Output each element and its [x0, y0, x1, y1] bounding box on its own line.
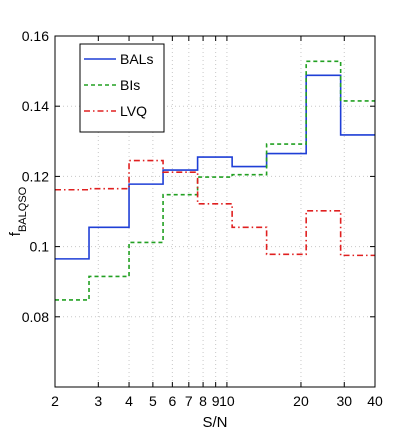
y-axis-label-main: f [7, 231, 24, 236]
y-tick-label: 0.12 [22, 168, 49, 184]
series-lines [55, 60, 375, 301]
legend-label-bals: BALs [120, 51, 153, 67]
x-tick-label: 3 [94, 393, 102, 409]
y-axis-label: fBALQSO [7, 186, 29, 236]
x-tick-label: 30 [336, 393, 352, 409]
x-tick-label: 8 [199, 393, 207, 409]
y-tick-labels: 0.08 0.1 0.12 0.14 0.16 [22, 28, 49, 325]
x-tick-labels: 2 3 4 5 6 7 8 9 10 20 30 40 [51, 393, 383, 409]
y-tick-label: 0.08 [22, 309, 49, 325]
x-tick-label: 40 [367, 393, 383, 409]
x-tick-label: 6 [168, 393, 176, 409]
y-tick-label: 0.14 [22, 98, 49, 114]
x-tick-label: 5 [149, 393, 157, 409]
x-tick-label: 7 [185, 393, 193, 409]
y-tick-label: 0.16 [22, 28, 49, 44]
legend-label-lvq: LVQ [120, 103, 147, 119]
plot-frame [54, 35, 376, 388]
axis-ticks [54, 35, 376, 387]
x-tick-label: 4 [125, 393, 133, 409]
x-tick-label: 2 [51, 393, 59, 409]
legend: BALs BIs LVQ [79, 43, 165, 133]
x-tick-label: 9 [212, 393, 220, 409]
series-line-bis [55, 60, 375, 301]
y-axis-label-subscript: BALQSO [17, 186, 29, 232]
x-tick-label: 10 [219, 393, 235, 409]
y-tick-label: 0.1 [30, 239, 50, 255]
legend-label-bis: BIs [120, 77, 140, 93]
series-line-lvq [55, 159, 375, 257]
series-line-bals [55, 74, 375, 260]
x-tick-label: 20 [293, 393, 309, 409]
x-axis-label: S/N [202, 414, 227, 431]
